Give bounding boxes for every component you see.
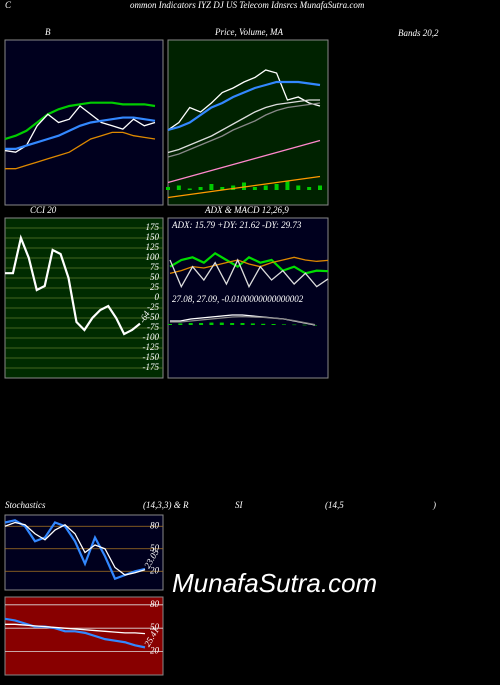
chart-title: ADX & MACD 12,26,9 xyxy=(204,205,289,215)
series-line xyxy=(4,617,146,649)
y-tick-label: -75 xyxy=(147,322,159,332)
series-line xyxy=(169,256,329,274)
y-tick-label: -50 xyxy=(147,312,159,322)
series-line xyxy=(167,102,321,158)
bar xyxy=(252,187,257,190)
bar xyxy=(292,324,297,326)
bar xyxy=(271,324,276,325)
indicator-text: 27.08, 27.09, -0.0100000000000002 xyxy=(172,294,304,304)
bar xyxy=(250,323,255,325)
chart-title: Stochastics xyxy=(5,500,46,510)
y-tick-label: 50 xyxy=(150,272,160,282)
bar xyxy=(219,322,224,325)
bar xyxy=(285,181,290,190)
y-tick-label: 100 xyxy=(146,252,160,262)
panel xyxy=(4,39,164,206)
chart-title: Price, Volume, MA xyxy=(214,27,283,37)
series-line xyxy=(4,521,146,576)
y-tick-label: 175 xyxy=(146,222,160,232)
bar xyxy=(187,188,192,190)
y-tick-label: 75 xyxy=(150,262,160,272)
bar xyxy=(230,323,235,325)
bar xyxy=(220,187,225,190)
y-tick-label: 25 xyxy=(150,282,160,292)
bands-label: Bands 20,2 xyxy=(398,28,439,38)
bar xyxy=(168,324,172,325)
chart-title: B xyxy=(45,27,51,37)
series-line xyxy=(167,175,321,199)
bar xyxy=(261,323,266,325)
y-tick-label: 20 xyxy=(150,646,160,656)
series-line xyxy=(167,99,320,154)
bar xyxy=(242,182,246,190)
watermark: MunafaSutra.com xyxy=(172,568,377,598)
series-line xyxy=(4,105,156,153)
bar xyxy=(176,185,181,190)
series-line xyxy=(167,139,321,184)
chart-title: CCI 20 xyxy=(30,205,57,215)
series-line xyxy=(5,623,146,635)
bar xyxy=(231,185,236,190)
bar xyxy=(318,185,322,190)
y-tick-label: 50 xyxy=(150,622,160,632)
bar xyxy=(178,323,183,325)
bar xyxy=(188,323,193,325)
caption: (14,5 xyxy=(325,500,344,510)
y-tick-label: 20 xyxy=(150,565,160,575)
indicator-text: ADX: 15.79 +DY: 21.62 -DY: 29.73 xyxy=(171,220,302,230)
bar xyxy=(281,324,286,325)
bar xyxy=(313,325,317,326)
y-tick-label: 80 xyxy=(150,520,160,530)
series-line xyxy=(169,251,329,275)
bar xyxy=(166,187,170,190)
series-line xyxy=(167,80,321,132)
bar xyxy=(240,323,245,325)
series-line xyxy=(5,131,156,170)
caption: SI xyxy=(235,500,244,510)
bar xyxy=(209,184,214,190)
panel xyxy=(4,514,164,591)
panel xyxy=(167,39,329,206)
y-tick-label: -175 xyxy=(143,362,160,372)
bar xyxy=(209,322,214,325)
bar xyxy=(307,187,312,190)
series-line xyxy=(5,116,156,150)
y-tick-label: -25 xyxy=(147,302,159,312)
y-tick-label: 125 xyxy=(146,242,160,252)
y-tick-label: 50 xyxy=(150,543,160,553)
y-tick-label: -150 xyxy=(143,352,160,362)
bar xyxy=(198,187,203,190)
series-line xyxy=(167,69,321,131)
bar xyxy=(296,185,301,190)
bar xyxy=(274,184,279,190)
bar xyxy=(302,324,307,326)
y-tick-label: 80 xyxy=(150,599,160,609)
bar xyxy=(199,323,204,325)
panel xyxy=(4,596,164,676)
header-prefix: C xyxy=(5,0,12,10)
y-tick-label: 150 xyxy=(146,232,160,242)
series-line xyxy=(4,101,156,141)
series-line xyxy=(170,315,316,326)
caption: (14,3,3) & R xyxy=(143,500,189,510)
series-line xyxy=(5,234,141,336)
caption: ) xyxy=(432,500,436,510)
y-tick-label: -100 xyxy=(143,332,160,342)
header-title: ommon Indicators IYZ DJ US Telecom Idnsr… xyxy=(130,0,365,10)
y-tick-label: -125 xyxy=(143,342,160,352)
series-line xyxy=(169,258,329,289)
panel xyxy=(167,217,329,379)
series-line xyxy=(4,519,146,581)
bar xyxy=(263,185,268,190)
y-tick-label: 0 xyxy=(155,292,160,302)
